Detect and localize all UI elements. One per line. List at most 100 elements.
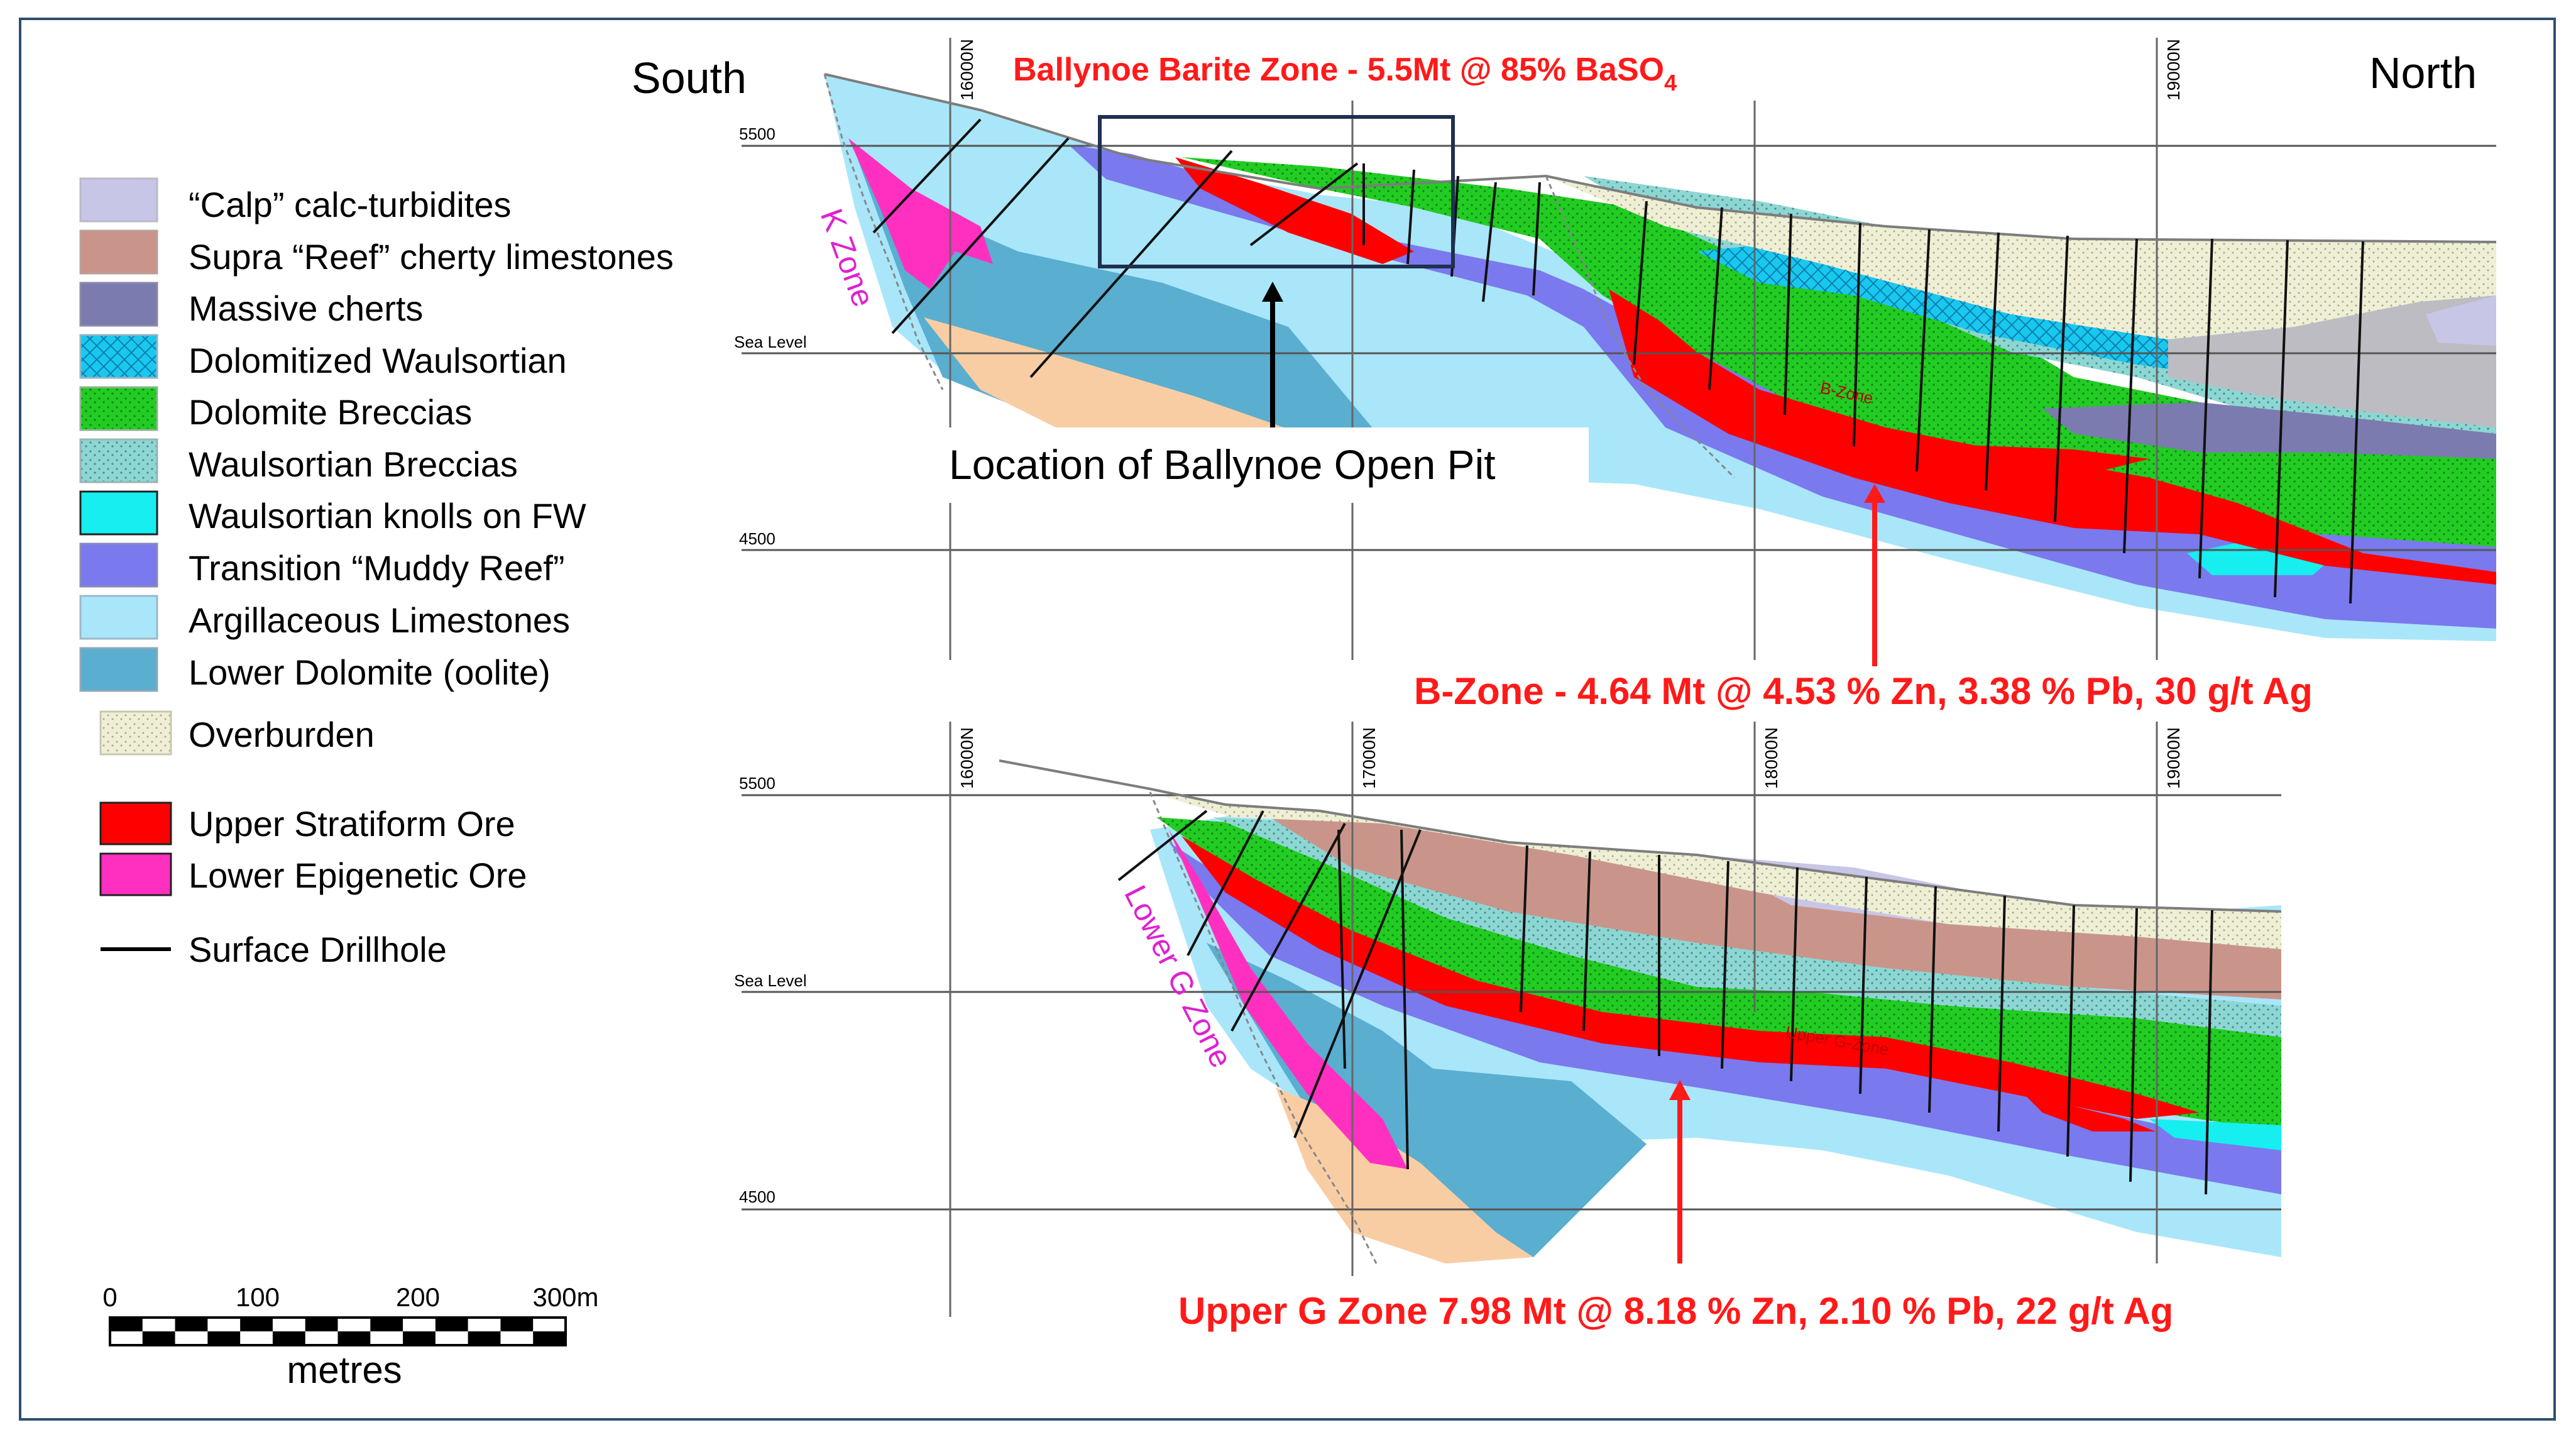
drillhole: [1532, 182, 1541, 296]
drillhole: [1337, 829, 1346, 1069]
layer-transition-muddy-reef: [1169, 842, 2281, 1194]
scale-tick-200: 200: [396, 1282, 440, 1312]
elevation-label-4500: 4500: [739, 529, 776, 548]
open-pit-outline: [1098, 115, 1455, 268]
barite-zone-title-text: Ballynoe Barite Zone - 5.5Mt @ 85% BaSO: [1013, 52, 1664, 88]
legend-item-waulsortian-breccias: Waulsortian Breccias: [79, 438, 518, 484]
pit-label-box: [923, 427, 1589, 503]
drillhole: [1520, 845, 1528, 1013]
scale-bar-cell: [110, 1318, 143, 1331]
layer-supra-reef-grey: [2168, 295, 2496, 427]
drillhole: [1853, 223, 1861, 447]
legend-item-upper-stratiform-ore: Upper Stratiform Ore: [99, 801, 515, 845]
legend-label: “Calp” calc-turbidites: [189, 185, 512, 224]
scale-bar-cell: [435, 1318, 468, 1331]
drillhole: [1187, 810, 1264, 956]
elevation-label-5500: 5500: [739, 124, 776, 143]
pit-label: Location of Ballynoe Open Pit: [949, 441, 1496, 488]
legend-item-massive-cherts: Massive cherts: [79, 282, 423, 328]
drillhole: [2066, 905, 2075, 1157]
layer-orange-base: [1276, 1087, 1533, 1263]
b-zone-fault: [1545, 175, 1736, 479]
legend-label: Transition “Muddy Reef”: [189, 548, 565, 588]
scale-unit: metres: [287, 1349, 402, 1391]
scale-bar-cell: [337, 1331, 371, 1345]
k-zone-ore-body: [848, 138, 993, 289]
k-zone-fault: [823, 74, 944, 390]
legend-label: Upper Stratiform Ore: [189, 804, 515, 844]
bottom-topography-line: [999, 759, 2282, 913]
scale-bar-cell: [370, 1318, 403, 1331]
drillhole: [1230, 823, 1346, 1032]
drillhole: [2274, 239, 2289, 598]
legend-label: Lower Dolomite (oolite): [189, 652, 551, 692]
figure-frame: [19, 18, 2556, 1421]
legend-label: Overburden: [189, 715, 375, 754]
northing-label-18000n: 18000N: [1762, 727, 1781, 789]
northing-label-16000n: 16000N: [957, 727, 977, 789]
legend-item-transition-muddy-reef: Transition “Muddy Reef”: [79, 542, 565, 588]
legend-label: Supra “Reef” cherty limestones: [189, 237, 674, 277]
elevation-label-4500: 4500: [739, 1187, 776, 1206]
legend-item-overburden: Overburden: [99, 710, 375, 756]
layer-lower-dolomite: [1207, 943, 1647, 1257]
scale-tick-0: 0: [102, 1282, 117, 1312]
drillhole: [1859, 876, 1868, 1094]
legend-label: Lower Epigenetic Ore: [189, 856, 527, 895]
scale-bar-cell: [403, 1331, 436, 1345]
legend-item-surface-drillhole: Surface Drillhole: [101, 930, 447, 969]
drillhole: [1293, 829, 1422, 1138]
drillhole: [1582, 851, 1591, 1032]
drillhole: [872, 118, 982, 234]
drillhole: [1117, 810, 1208, 881]
legend-item-dolomitized-waulsortian: Dolomitized Waulsortian: [79, 334, 567, 380]
bottom-drillholes: [1117, 810, 2213, 1195]
scale-bar-cell: [240, 1318, 273, 1331]
legend-label: Waulsortian knolls on FW: [189, 496, 586, 536]
drillhole: [2205, 910, 2213, 1195]
legend-item-supra-reef: Supra “Reef” cherty limestones: [79, 229, 674, 277]
drillhole: [1249, 162, 1359, 246]
open-pit-arrow-head: [1262, 282, 1283, 302]
lower-g-zone-ore-body: [1169, 830, 1408, 1169]
drillhole: [2129, 908, 2138, 1182]
drillhole: [1406, 169, 1415, 265]
upper-g-zone-ore-body-2: [2024, 1094, 2156, 1131]
legend-item-dolomite-breccias: Dolomite Breccias: [79, 386, 472, 432]
legend-label: Argillaceous Limestones: [189, 600, 570, 640]
legend-label: Waulsortian Breccias: [189, 444, 518, 484]
g-zone-fault: [1149, 791, 1378, 1264]
south-label: South: [632, 53, 747, 102]
drillhole: [2198, 238, 2213, 579]
upper-g-zone-arrow-head: [1669, 1080, 1691, 1100]
elevation-label-5500: 5500: [739, 774, 776, 793]
legend-label: Surface Drillhole: [189, 930, 447, 969]
scale-bar-cell: [142, 1331, 175, 1345]
scale-bar: 0 100 200 300m metres: [102, 1282, 598, 1391]
legend-item-lower-epigenetic-ore: Lower Epigenetic Ore: [99, 852, 527, 896]
scale-bar-cell: [500, 1318, 534, 1331]
legend-item-calp: “Calp” calc-turbidites: [79, 177, 512, 224]
scale-bar-cell: [468, 1331, 501, 1345]
drillhole: [1029, 150, 1233, 378]
drillhole: [1928, 886, 1937, 1113]
drillhole: [1790, 867, 1799, 1082]
drillhole: [1784, 213, 1792, 416]
northing-label-19000n: 19000N: [2164, 727, 2183, 789]
scale-tick-100: 100: [236, 1282, 280, 1312]
elevation-label-sea-level: Sea Level: [734, 333, 807, 351]
scale-bar-cell: [207, 1331, 241, 1345]
legend-label: Massive cherts: [189, 289, 423, 328]
barite-zone-title-subscript: 4: [1664, 70, 1677, 96]
drillhole: [2054, 235, 2069, 522]
drillhole: [1482, 182, 1497, 302]
drillhole: [2349, 241, 2364, 604]
drillhole: [1708, 207, 1723, 390]
layer-waulsortian-knolls: [2149, 1119, 2281, 1150]
drillhole: [1721, 861, 1729, 1069]
b-zone-ore-body-2: [1609, 289, 2496, 585]
legend-label: Dolomitized Waulsortian: [189, 341, 567, 380]
scale-bar-cell: [533, 1331, 566, 1345]
layer-overburden: [1150, 792, 2281, 949]
